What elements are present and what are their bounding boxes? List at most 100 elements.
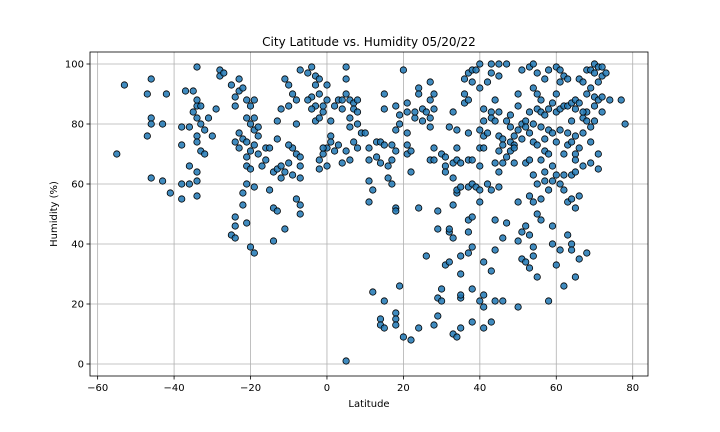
scatter-point [541,135,549,143]
scatter-point [353,144,362,152]
scatter-point [571,156,580,164]
scatter-point [395,120,404,128]
scatter-point [537,216,545,224]
scatter-point [483,78,492,86]
y-axis-ticks: 0 20 40 60 80 100 [65,60,90,371]
scatter-point [579,108,587,116]
scatter-point [288,171,297,179]
scatter-point [514,198,522,206]
scatter-point [434,207,442,215]
scatter-point [330,147,339,155]
scatter-point [460,75,469,83]
scatter-point [533,90,541,98]
x-tick-label: −40 [164,383,185,394]
scatter-point [457,183,465,191]
scatter-point [544,105,553,113]
scatter-point [277,162,285,170]
scatter-point [464,249,472,257]
scatter-point [361,129,369,137]
scatter-point [579,162,587,170]
scatter-point [487,318,495,326]
scatter-point [193,63,201,71]
scatter-point [434,312,442,320]
scatter-point [533,273,541,281]
scatter-point [583,117,591,125]
scatter-point [606,96,614,104]
scatter-point [422,108,430,116]
x-tick-label: 40 [473,383,486,394]
scatter-point [239,84,247,92]
scatter-point [415,324,423,332]
scatter-point [518,66,526,74]
scatter-point [350,138,358,146]
scatter-point [514,102,522,110]
scatter-point [449,174,457,182]
scatter-point [514,90,522,98]
scatter-point [411,108,419,116]
scatter-point [560,186,568,194]
scatter-point [231,222,239,230]
scatter-point [476,162,484,170]
scatter-point [579,129,587,137]
scatter-point [575,255,583,263]
scatter-point [258,162,266,170]
y-tick-label: 0 [78,360,84,371]
x-axis-ticks: −60 −40 −20 0 20 40 60 80 [87,376,639,394]
scatter-point [392,207,400,215]
scatter-point [495,183,503,191]
scatter-point [480,117,488,125]
scatter-point [594,165,602,173]
scatter-point [212,105,220,113]
scatter-point [491,246,499,254]
scatter-point [522,123,530,131]
scatter-point [395,111,404,119]
scatter-point [315,156,323,164]
scatter-point [235,129,243,137]
scatter-point [262,156,270,164]
scatter-point [189,108,197,116]
scatter-point [231,93,239,101]
scatter-point [292,195,300,203]
scatter-point [246,243,255,251]
scatter-point [250,249,258,257]
scatter-point [564,231,572,239]
scatter-point [571,168,580,176]
scatter-point [342,90,350,98]
scatter-point [392,315,400,323]
scatter-point [380,141,388,149]
scatter-point [415,204,423,212]
scatter-point [480,303,488,311]
scatter-point [434,225,442,233]
scatter-point [372,153,381,161]
scatter-point [392,102,400,110]
scatter-point [537,156,545,164]
scatter-point [468,213,476,221]
scatter-point [315,75,323,83]
scatter-point [587,138,595,146]
scatter-point [437,297,446,305]
scatter-point [193,192,201,200]
y-tick-label: 80 [71,120,84,131]
scatter-point [548,99,557,107]
scatter-point [327,117,335,125]
scatter-point [285,141,293,149]
scatter-point [365,198,373,206]
scatter-point [338,105,346,113]
grid [90,52,648,376]
scatter-point [178,180,186,188]
scatter-point [193,132,201,140]
scatter-point [193,177,201,185]
scatter-point [598,93,606,101]
scatter-point [483,129,492,137]
scatter-point [201,150,209,158]
scatter-point [480,105,488,113]
scatter-point [147,75,155,83]
scatter-point [197,102,205,110]
scatter-point [502,153,511,161]
scatter-point [147,120,155,128]
scatter-point [480,144,488,152]
scatter-point [319,108,327,116]
scatter-point [575,144,583,152]
scatter-point [552,138,560,146]
scatter-point [399,333,407,341]
